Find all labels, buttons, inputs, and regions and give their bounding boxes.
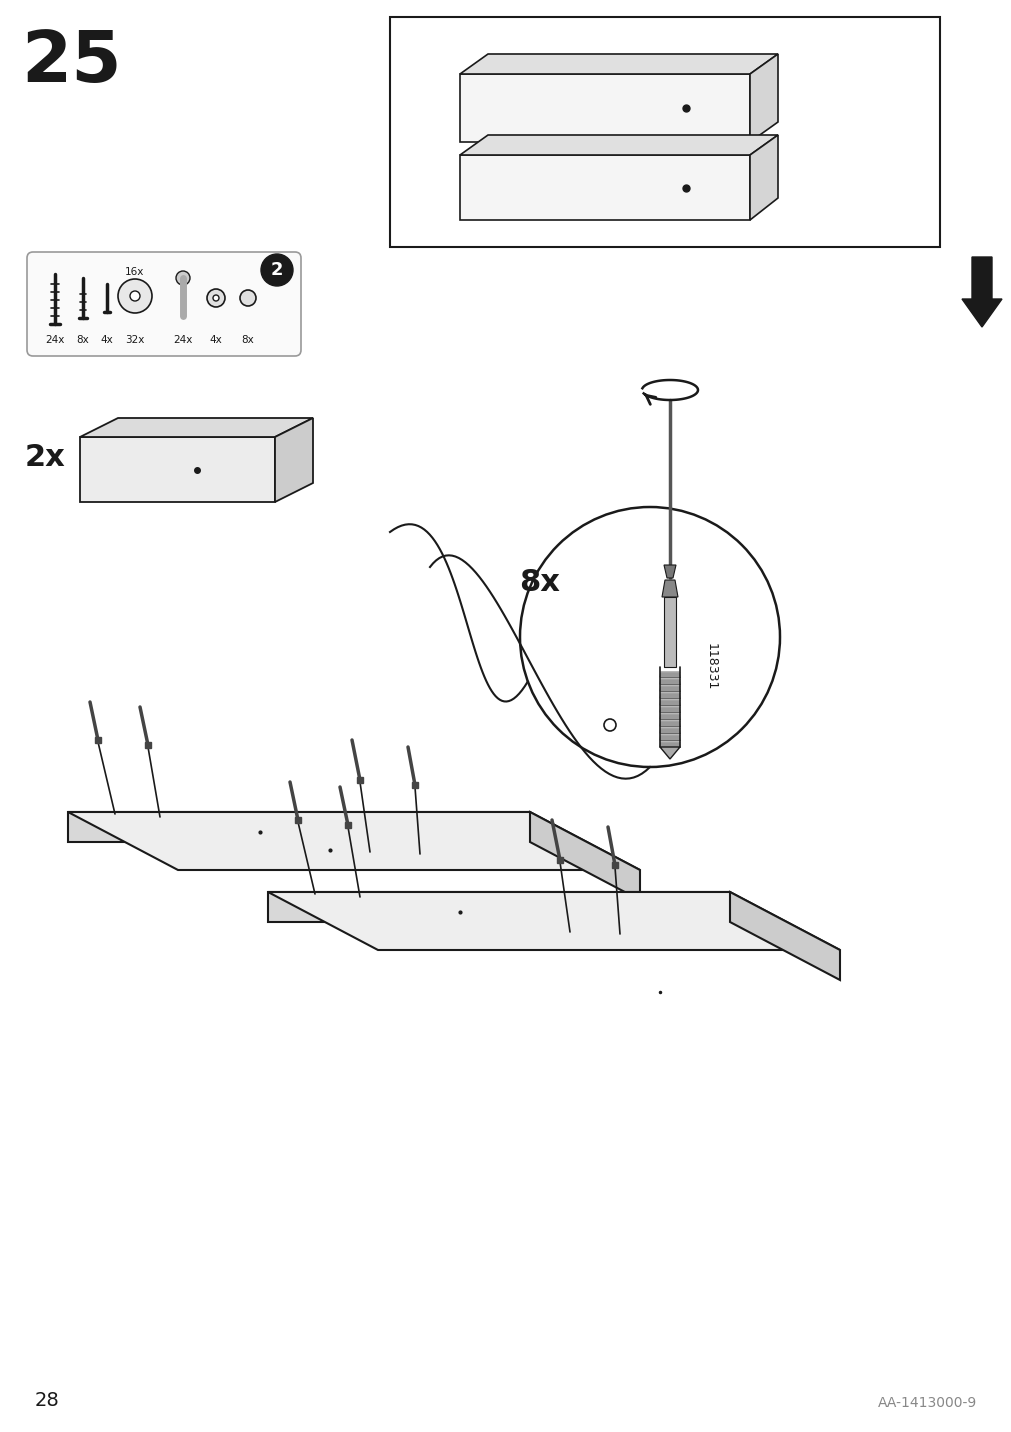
Text: 8x: 8x (77, 335, 89, 345)
Polygon shape (460, 54, 777, 74)
Circle shape (207, 289, 224, 306)
Polygon shape (659, 720, 679, 726)
Text: 24x: 24x (173, 335, 192, 345)
Text: 24x: 24x (45, 335, 65, 345)
Polygon shape (661, 580, 677, 597)
Text: 32x: 32x (125, 335, 145, 345)
Circle shape (129, 291, 140, 301)
Polygon shape (729, 892, 839, 979)
Polygon shape (268, 892, 729, 922)
Text: 4x: 4x (100, 335, 113, 345)
Polygon shape (961, 256, 1001, 326)
FancyBboxPatch shape (27, 252, 300, 357)
Circle shape (520, 507, 779, 768)
Polygon shape (659, 707, 679, 712)
Polygon shape (268, 892, 839, 949)
Polygon shape (68, 812, 530, 842)
Text: 28: 28 (35, 1390, 60, 1411)
Polygon shape (663, 597, 675, 667)
Polygon shape (80, 418, 312, 437)
Circle shape (212, 295, 218, 301)
Polygon shape (659, 742, 679, 748)
Circle shape (604, 719, 616, 730)
Polygon shape (663, 566, 675, 579)
Bar (460, 74, 749, 142)
Circle shape (118, 279, 152, 314)
Polygon shape (659, 686, 679, 692)
Text: 8x: 8x (519, 567, 560, 597)
Text: 118331: 118331 (705, 643, 717, 690)
Text: AA-1413000-9: AA-1413000-9 (877, 1396, 976, 1411)
Text: 25: 25 (21, 27, 122, 96)
Bar (80, 437, 275, 503)
Polygon shape (460, 135, 777, 155)
Text: 2x: 2x (24, 442, 66, 471)
Text: 8x: 8x (242, 335, 254, 345)
Circle shape (240, 291, 256, 306)
Polygon shape (659, 735, 679, 740)
Polygon shape (659, 727, 679, 733)
Polygon shape (275, 418, 312, 503)
Text: 2: 2 (271, 261, 283, 279)
Polygon shape (659, 672, 679, 677)
Bar (389, 17, 939, 246)
Polygon shape (659, 693, 679, 697)
Bar (460, 155, 749, 221)
Polygon shape (68, 812, 639, 871)
Polygon shape (530, 812, 639, 899)
Polygon shape (659, 679, 679, 684)
Polygon shape (659, 715, 679, 719)
Polygon shape (749, 54, 777, 142)
Circle shape (261, 253, 293, 286)
Polygon shape (659, 700, 679, 705)
Polygon shape (749, 135, 777, 221)
Text: 4x: 4x (209, 335, 222, 345)
Text: 16x: 16x (125, 266, 145, 276)
Circle shape (176, 271, 190, 285)
Polygon shape (659, 748, 679, 759)
